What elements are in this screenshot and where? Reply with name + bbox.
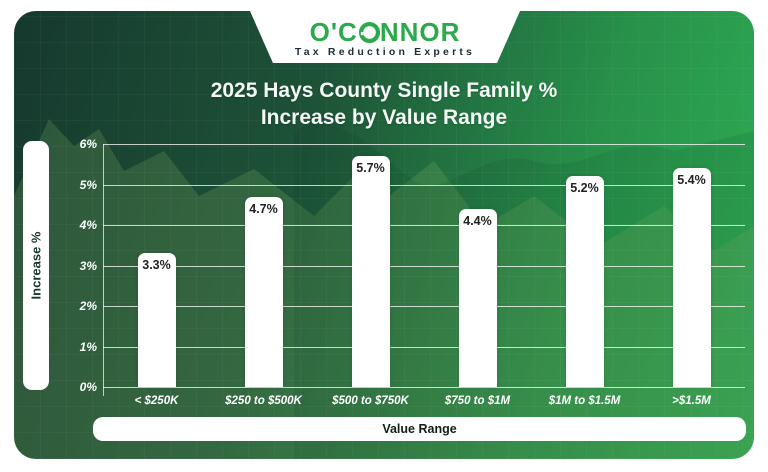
y-tick-label: 1%	[79, 339, 97, 354]
logo-banner: O'C NNOR Tax Reduction Experts	[250, 11, 520, 63]
x-tick-label: >$1.5M	[672, 395, 711, 407]
bar-value-label: 5.4%	[677, 173, 706, 188]
bar-4: 4.4%	[458, 208, 497, 387]
bar-6: 5.4%	[672, 168, 711, 387]
y-tick-label: 2%	[79, 299, 97, 313]
y-tick-label: 5%	[79, 177, 97, 192]
brand-tagline: Tax Reduction Experts	[294, 45, 476, 58]
bar-value-label: 4.7%	[249, 201, 278, 216]
x-tick-label: $750 to $1M	[444, 395, 511, 407]
chart-title-line1: 2025 Hays County Single Family %	[210, 79, 558, 102]
x-axis-label-pill: Value Range	[93, 417, 746, 441]
gridline	[103, 225, 745, 226]
gridline	[103, 265, 745, 267]
gridline	[103, 184, 745, 186]
bar-3: 5.7%	[351, 156, 390, 387]
gridline	[103, 346, 745, 348]
x-tick-label: $500 to $750K	[332, 395, 409, 407]
bar-value-label: 5.2%	[570, 181, 599, 196]
x-axis-label: Value Range	[382, 422, 457, 436]
x-tick-label: $1M to $1.5M	[548, 395, 621, 407]
y-axis-label: Increase %	[28, 231, 44, 300]
bar-2: 4.7%	[244, 196, 283, 387]
y-axis-label-pill: Increase %	[23, 141, 49, 390]
gridline	[103, 387, 745, 388]
bar-value-label: 5.7%	[356, 161, 385, 176]
chart-title-line2: Increase by Value Range	[260, 106, 508, 129]
bar-value-label: 4.4%	[463, 213, 492, 228]
x-tick-label: < $250K	[134, 395, 179, 407]
chart-card: O'C NNOR Tax Reduction Experts 2025 Hays…	[14, 11, 754, 459]
gridline	[103, 144, 745, 145]
gauge-o-icon	[358, 21, 380, 44]
y-tick-label: 3%	[79, 258, 97, 273]
brand-logo: O'C NNOR	[310, 19, 461, 45]
brand-text-suffix: NNOR	[379, 16, 461, 47]
brand-text-prefix: O'C	[309, 16, 358, 47]
bar-5: 5.2%	[565, 176, 604, 387]
gridline	[103, 306, 745, 307]
chart-title: 2025 Hays County Single Family % Increas…	[14, 77, 754, 131]
plot-area: 6% 5% 4% 3% 2% 1% 0% 3.3% < $250K 4.7% $250 to $50…	[80, 137, 745, 407]
bar-1: 3.3%	[137, 253, 176, 387]
y-tick-label: 6%	[79, 137, 97, 151]
y-axis-line	[103, 144, 104, 396]
bar-value-label: 3.3%	[142, 258, 171, 273]
x-tick-label: $250 to $500K	[225, 395, 302, 407]
y-tick-label: 4%	[79, 218, 97, 232]
y-tick-label: 0%	[79, 380, 97, 394]
